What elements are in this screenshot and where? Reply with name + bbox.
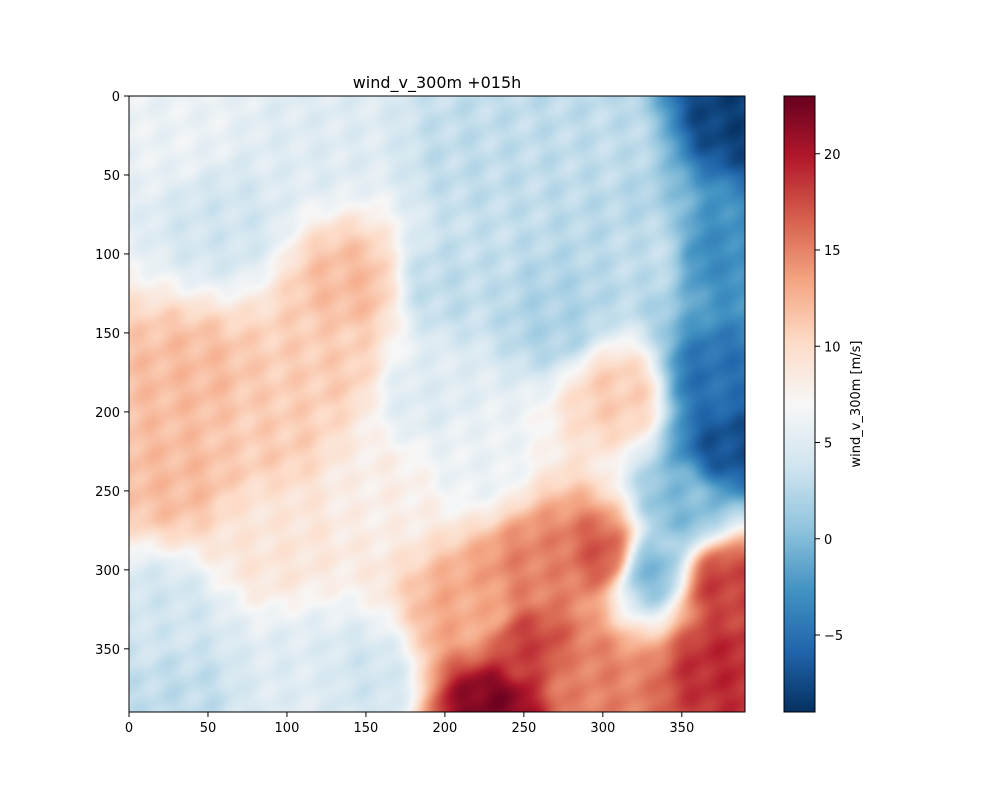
colorbar-ticks: −5 0 5 10 15 20 — [815, 148, 843, 644]
x-tick-label: 100 — [275, 721, 300, 736]
x-tick-label: 200 — [432, 721, 457, 736]
y-tick-label: 0 — [112, 90, 120, 105]
colorbar-tick-label: 0 — [824, 533, 832, 548]
colorbar-tick-label: 15 — [824, 244, 841, 259]
x-tick-label: 300 — [590, 721, 615, 736]
colorbar-gradient — [784, 96, 815, 712]
colorbar-label: wind_v_300m [m/s] — [849, 341, 864, 468]
y-tick-label: 300 — [95, 564, 120, 579]
y-axis: 0 50 100 150 200 250 300 350 — [95, 90, 129, 658]
heatmap-image — [129, 96, 745, 712]
y-tick-label: 350 — [95, 643, 120, 658]
y-tick-label: 150 — [95, 327, 120, 342]
x-tick-label: 50 — [200, 721, 217, 736]
x-tick-label: 350 — [669, 721, 694, 736]
heatmap-plot-area — [128, 95, 746, 713]
x-tick-label: 250 — [511, 721, 536, 736]
x-tick-label: 0 — [125, 721, 133, 736]
colorbar-tick-label: 20 — [824, 148, 841, 163]
y-tick-label: 50 — [103, 169, 120, 184]
y-tick-label: 250 — [95, 485, 120, 500]
x-axis: 0 50 100 150 200 250 300 350 — [125, 712, 694, 736]
x-tick-label: 150 — [354, 721, 379, 736]
y-tick-label: 200 — [95, 406, 120, 421]
plot-frame — [128, 95, 746, 713]
colorbar-tick-label: 10 — [824, 340, 841, 355]
colorbar-tick-label: −5 — [824, 629, 843, 644]
colorbar-tick-label: 5 — [824, 437, 832, 452]
y-tick-label: 100 — [95, 248, 120, 263]
colorbar: −5 0 5 10 15 20 wind_v_300m [m/s] — [783, 95, 864, 713]
colorbar-frame — [783, 95, 816, 713]
chart-title: wind_v_300m +015h — [353, 73, 522, 93]
